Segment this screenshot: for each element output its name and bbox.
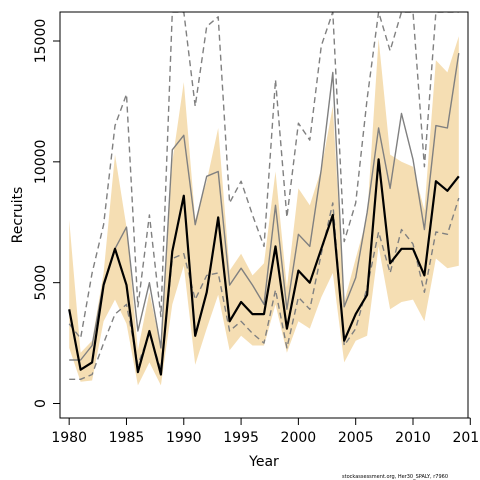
alternative-line <box>69 52 460 361</box>
x-tick-label: 2010 <box>395 430 431 446</box>
x-tick-label: 1985 <box>109 430 145 446</box>
x-tick-label: 2000 <box>281 430 317 446</box>
y-tick-label: 15000 <box>33 19 49 64</box>
x-axis: 1980 1985 1990 1995 2000 2005 2010 2015 <box>51 417 480 446</box>
series-lines-layer <box>68 11 460 380</box>
x-tick-label: 1990 <box>166 430 202 446</box>
x-tick-label: 2015 <box>452 430 480 446</box>
y-tick-label: 5000 <box>33 265 49 301</box>
x-axis-title: Year <box>248 454 279 470</box>
alternative-upper-line <box>68 11 459 339</box>
x-tick-label: 1995 <box>223 430 259 446</box>
confidence-band <box>69 36 459 386</box>
credit-text: stockassessment.org, Her30_SPALY, r7960 <box>342 474 448 480</box>
y-tick-label: 0 <box>33 399 49 408</box>
top-margin-cover <box>0 0 480 12</box>
y-tick-label: 10000 <box>33 140 49 185</box>
x-tick-label: 1980 <box>51 430 87 446</box>
x-tick-label: 2005 <box>338 430 374 446</box>
y-axis: 0 5000 10000 15000 <box>33 19 61 408</box>
estimate-line <box>68 158 460 376</box>
confidence-band-layer <box>69 36 459 386</box>
y-axis-title: Recruits <box>10 187 26 244</box>
